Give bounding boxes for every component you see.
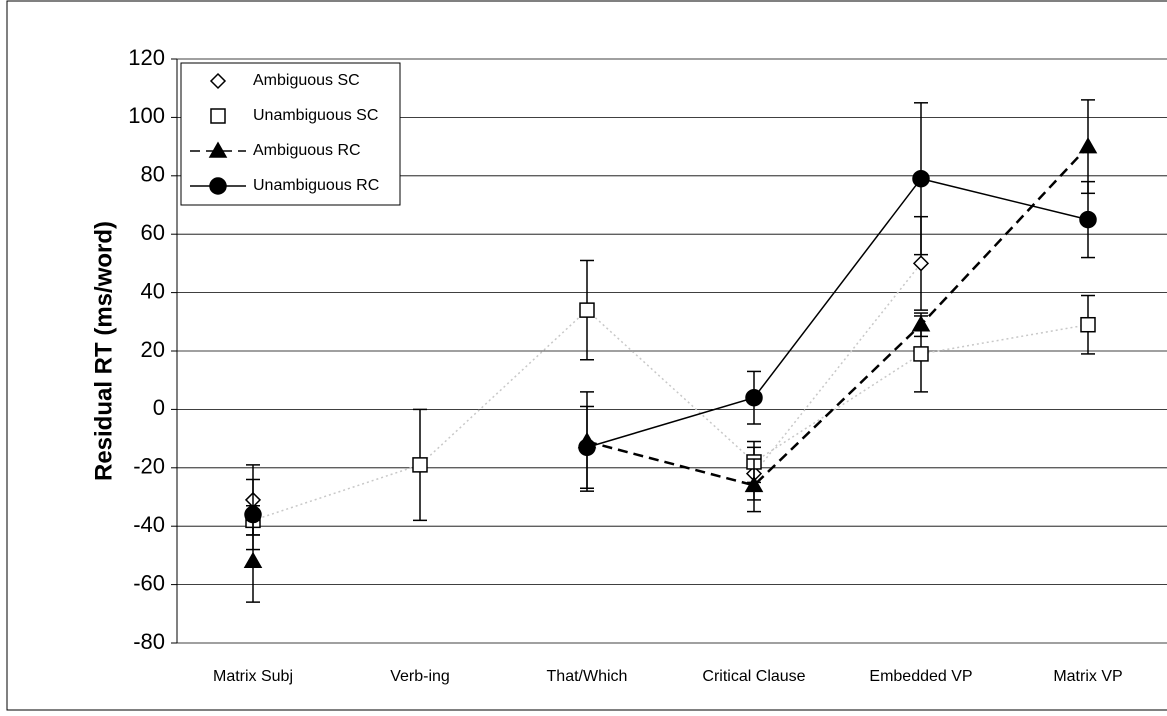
- x-tick-label: Verb-ing: [390, 668, 450, 685]
- y-tick-label: -60: [133, 570, 165, 595]
- point: [412, 457, 428, 473]
- y-tick-label: 20: [141, 337, 165, 362]
- y-tick-label: -40: [133, 512, 165, 537]
- legend-label: Ambiguous RC: [253, 142, 361, 159]
- series-line: [753, 262, 922, 475]
- legend-label: Unambiguous SC: [253, 107, 378, 124]
- y-tick-label: -80: [133, 629, 165, 654]
- y-tick-label: 60: [141, 220, 165, 245]
- point: [912, 169, 930, 188]
- y-axis-title: Residual RT (ms/word): [90, 221, 117, 481]
- point: [1078, 137, 1098, 154]
- point: [912, 255, 930, 272]
- point: [745, 388, 763, 407]
- point: [913, 346, 929, 362]
- y-tick-label: 120: [128, 45, 165, 70]
- legend-label: Ambiguous SC: [253, 72, 360, 89]
- point: [911, 315, 931, 332]
- series-line: [252, 309, 1089, 522]
- y-tick-label: -20: [133, 454, 165, 479]
- x-tick-label: Critical Clause: [702, 668, 805, 685]
- x-tick-label: That/Which: [547, 668, 628, 685]
- series-line: [586, 145, 1089, 487]
- point: [244, 505, 262, 524]
- x-tick-label: Embedded VP: [869, 668, 972, 685]
- point: [1079, 210, 1097, 229]
- x-tick-label: Matrix Subj: [213, 668, 293, 685]
- y-tick-label: 0: [153, 395, 165, 420]
- legend-marker: [210, 108, 226, 124]
- legend-label: Unambiguous RC: [253, 177, 379, 194]
- point: [579, 302, 595, 318]
- y-tick-label: 40: [141, 278, 165, 303]
- y-tick-label: 100: [128, 103, 165, 128]
- legend-marker: [208, 141, 228, 158]
- legend-marker: [209, 72, 227, 90]
- series-line: [586, 177, 1089, 449]
- point: [1080, 316, 1096, 333]
- x-tick-label: Matrix VP: [1053, 668, 1122, 685]
- point: [243, 551, 263, 568]
- legend-marker: [209, 177, 227, 195]
- point: [578, 438, 596, 457]
- point: [744, 475, 764, 493]
- chart-border: [6, 0, 1167, 711]
- y-tick-label: 80: [141, 162, 165, 187]
